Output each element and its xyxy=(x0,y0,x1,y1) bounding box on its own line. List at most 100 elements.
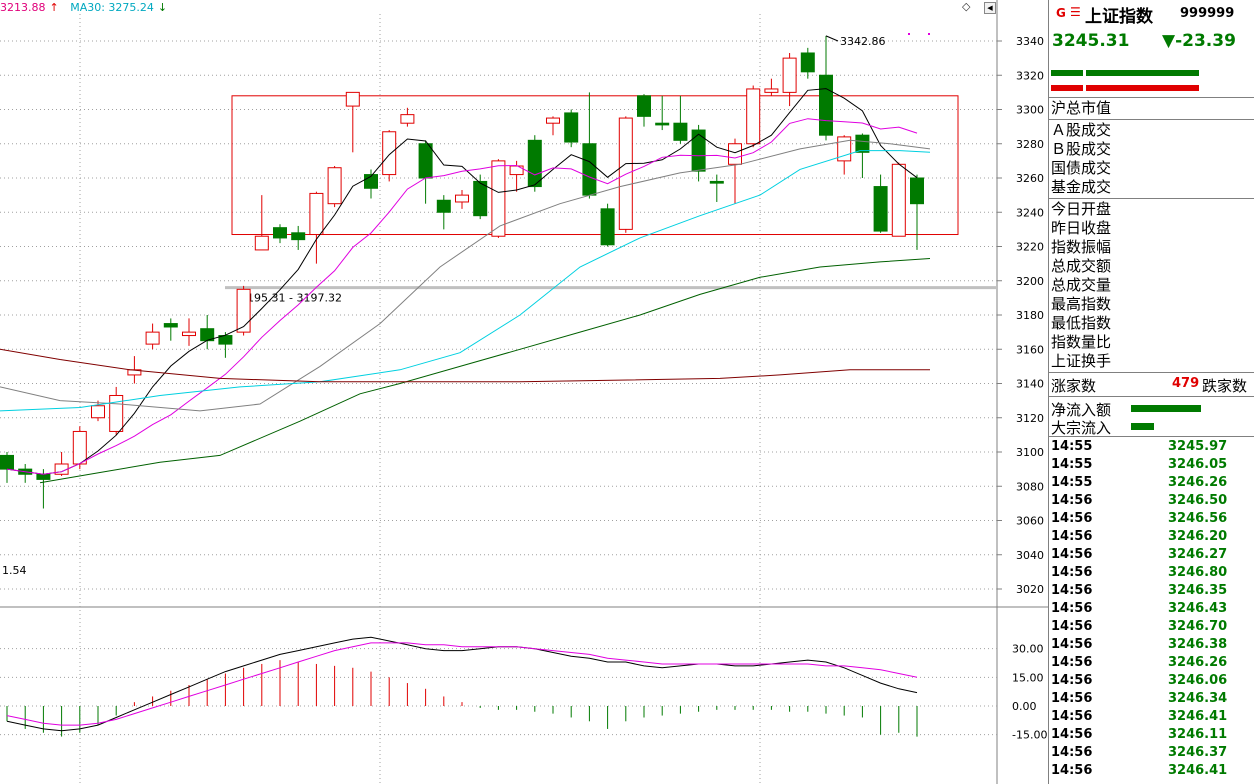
candle-body xyxy=(36,473,51,480)
price-row: 3245.31 ▼-23.39 xyxy=(1049,28,1254,56)
stat-label: 今日开盘 xyxy=(1051,200,1112,218)
tick-time: 14:56 xyxy=(1051,691,1093,706)
block-inflow-label: 大宗流入 xyxy=(1051,419,1112,437)
candle-body xyxy=(782,57,797,93)
candle-body xyxy=(709,180,724,184)
tick-list[interactable]: 14:55 3245.97 14:55 3246.05 14:55 3246.26 14:5… xyxy=(1049,437,1254,780)
tick-time: 14:56 xyxy=(1051,673,1093,688)
index-stats-section: 今日开盘 昨日收盘 指数振幅 总成交额 总成交量 最高指数 最低指数 指数量比 上证换手 xyxy=(1049,199,1254,373)
high-annotation: 3342.86 xyxy=(840,35,886,48)
candle-body xyxy=(637,95,651,117)
marker-dot xyxy=(928,33,930,35)
candle-body xyxy=(163,323,178,328)
tick-value: 3246.37 xyxy=(1168,745,1228,760)
candle-body xyxy=(418,143,433,179)
price-change: ▼-23.39 xyxy=(1162,31,1236,51)
tick-value: 3246.41 xyxy=(1168,763,1228,778)
tick-value: 3246.70 xyxy=(1168,619,1228,634)
candle-body xyxy=(182,331,196,337)
rise-value: 479 xyxy=(1172,376,1200,391)
candle-body xyxy=(455,194,469,203)
tick-row: 14:55 3246.05 xyxy=(1049,456,1254,474)
stat-label: 指数振幅 xyxy=(1051,238,1112,256)
triangle-icon: ◀ xyxy=(987,4,993,12)
candle-body xyxy=(145,331,160,345)
candle-body xyxy=(891,163,906,237)
green-bar-long xyxy=(1086,70,1199,76)
dif-line xyxy=(6,636,918,732)
collapse-button[interactable]: ◀ xyxy=(984,2,996,14)
stat-label: 基金成交 xyxy=(1051,178,1112,196)
price-axis-label: 3100 xyxy=(1016,446,1044,459)
tick-row: 14:56 3246.70 xyxy=(1049,618,1254,636)
price-axis-label: 3120 xyxy=(1016,412,1044,425)
tick-value: 3246.26 xyxy=(1168,475,1228,490)
tick-row: 14:56 3246.80 xyxy=(1049,564,1254,582)
indicator-axis-label: 0.00 xyxy=(1012,700,1037,713)
tick-value: 3246.20 xyxy=(1168,529,1228,544)
tick-row: 14:56 3246.34 xyxy=(1049,690,1254,708)
tick-value: 3245.97 xyxy=(1168,439,1228,454)
tick-row: 14:56 3246.06 xyxy=(1049,672,1254,690)
red-bar-long xyxy=(1086,85,1199,91)
stat-label: Ａ股成交 xyxy=(1051,121,1112,139)
high-pointer xyxy=(825,35,839,42)
stat-label: 指数量比 xyxy=(1051,333,1112,351)
candle-body xyxy=(309,192,324,236)
candle-body xyxy=(855,134,870,153)
tick-time: 14:56 xyxy=(1051,709,1093,724)
stat-label: 总成交额 xyxy=(1051,257,1112,275)
stat-label: 最低指数 xyxy=(1051,314,1112,332)
tick-row: 14:56 3246.27 xyxy=(1049,546,1254,564)
candle-body xyxy=(582,143,597,196)
candle-body xyxy=(109,394,124,432)
tick-value: 3246.41 xyxy=(1168,709,1228,724)
price-axis-label: 3040 xyxy=(1016,549,1044,562)
tick-time: 14:56 xyxy=(1051,565,1093,580)
stat-label: 昨日收盘 xyxy=(1051,219,1112,237)
fall-label: 跌家数 xyxy=(1202,377,1248,395)
tick-time: 14:56 xyxy=(1051,583,1093,598)
ma120-line xyxy=(0,348,930,383)
advance-decline-row: 涨家数 479 跌家数 xyxy=(1049,373,1254,397)
candle-body xyxy=(655,122,670,126)
tick-value: 3246.34 xyxy=(1168,691,1228,706)
g-icon[interactable]: G xyxy=(1056,6,1066,20)
candle-body xyxy=(910,177,924,205)
candle-body xyxy=(873,186,888,232)
stat-label: 总成交量 xyxy=(1051,276,1112,294)
index-code: 999999 xyxy=(1180,6,1235,21)
flow-section: 净流入额 大宗流入 xyxy=(1049,397,1254,437)
candle-body xyxy=(91,405,105,419)
tick-row: 14:56 3246.20 xyxy=(1049,528,1254,546)
block-inflow-bar xyxy=(1131,423,1154,430)
kline-chart-area[interactable]: 3340 3320 3300 3280 3260 3240 3220 3200 3180 3160… xyxy=(0,0,1048,784)
tick-value: 3246.80 xyxy=(1168,565,1228,580)
consolidation-box xyxy=(231,95,959,236)
tick-time: 14:56 xyxy=(1051,727,1093,742)
kline-chart-svg[interactable]: 3340 3320 3300 3280 3260 3240 3220 3200 3180 3160… xyxy=(0,0,1048,784)
diamond-icon[interactable]: ◇ xyxy=(962,0,971,13)
tick-value: 3246.26 xyxy=(1168,655,1228,670)
stat-label: 沪总市值 xyxy=(1051,99,1112,117)
candle-body xyxy=(728,143,742,165)
tick-time: 14:56 xyxy=(1051,763,1093,778)
candle-body xyxy=(254,235,269,251)
menu-icon[interactable]: ☰ xyxy=(1070,5,1081,19)
candle-body xyxy=(546,117,560,124)
stat-label: 国债成交 xyxy=(1051,159,1112,177)
tick-time: 14:56 xyxy=(1051,601,1093,616)
price-axis-label: 3220 xyxy=(1016,241,1044,254)
tick-row: 14:56 3246.50 xyxy=(1049,492,1254,510)
stat-label: 最高指数 xyxy=(1051,295,1112,313)
tick-row: 14:56 3246.56 xyxy=(1049,510,1254,528)
tick-time: 14:56 xyxy=(1051,493,1093,508)
price-axis-label: 3260 xyxy=(1016,172,1044,185)
price-axis-label: 3160 xyxy=(1016,343,1044,356)
tick-value: 3246.35 xyxy=(1168,583,1228,598)
marker-dot xyxy=(908,33,910,35)
candle-body xyxy=(564,112,579,143)
tick-time: 14:56 xyxy=(1051,511,1093,526)
tick-time: 14:56 xyxy=(1051,655,1093,670)
ma30-line xyxy=(0,150,931,412)
